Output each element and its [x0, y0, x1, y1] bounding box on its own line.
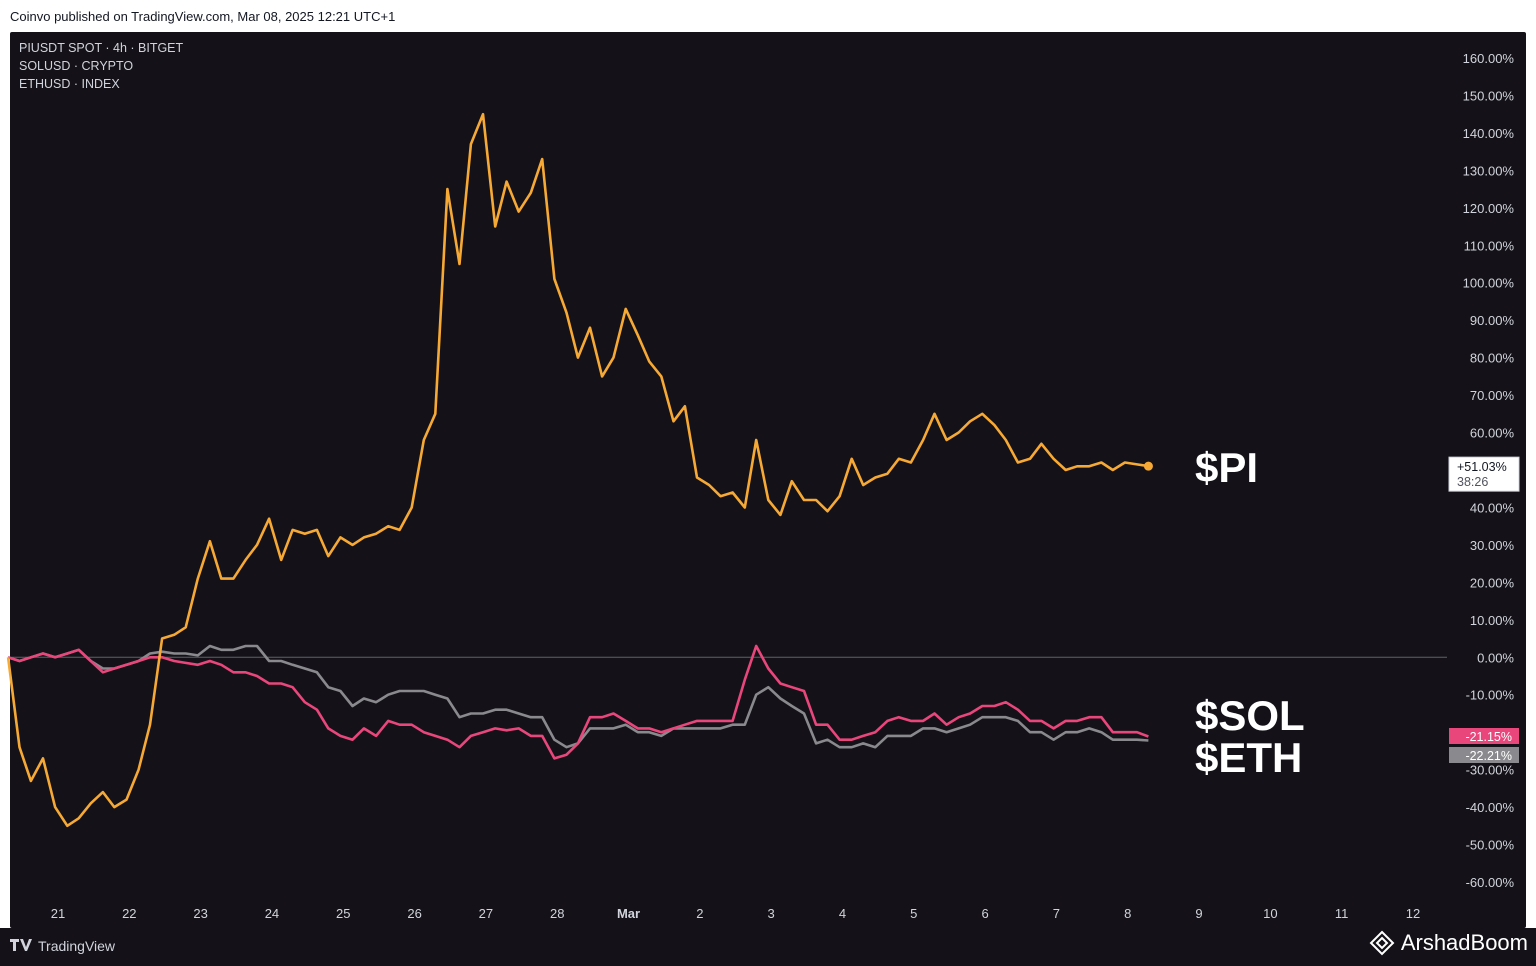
- series-line-sol: [7, 644, 1149, 760]
- y-tick-label: 150.00%: [1463, 88, 1515, 103]
- series-line-pi: [6, 112, 1149, 828]
- x-tick-label: 2: [696, 906, 703, 921]
- price-tags: +51.03%38:26 -21.15% -22.21%: [1448, 456, 1520, 763]
- x-tick-label: 22: [122, 906, 136, 921]
- chart-legend: PIUSDT SPOT · 4h · BITGET SOLUSD · CRYPT…: [19, 39, 183, 93]
- diamond-logo-icon: [1369, 930, 1395, 956]
- y-axis[interactable]: 160.00% 150.00% 140.00% 130.00% 120.00% 110.0…: [1463, 51, 1515, 890]
- publish-header: Coinvo published on TradingView.com, Mar…: [0, 0, 1536, 32]
- annotation-pi: $PI: [1195, 444, 1258, 491]
- x-tick-label: 8: [1124, 906, 1131, 921]
- x-tick-label: 28: [550, 906, 564, 921]
- x-tick-label: 6: [981, 906, 988, 921]
- x-tick-label: 24: [265, 906, 279, 921]
- y-tick-label: 40.00%: [1470, 500, 1515, 515]
- y-tick-label: 30.00%: [1470, 538, 1515, 553]
- legend-item-sol[interactable]: SOLUSD · CRYPTO: [19, 59, 134, 73]
- y-tick-label: 70.00%: [1470, 388, 1515, 403]
- y-tick-label: 100.00%: [1463, 276, 1515, 291]
- annotation-eth: $ETH: [1195, 734, 1302, 781]
- x-tick-label: 11: [1335, 906, 1349, 921]
- y-tick-label: -60.00%: [1466, 875, 1515, 890]
- y-tick-label: -30.00%: [1466, 763, 1515, 778]
- y-tick-label: -50.00%: [1466, 838, 1515, 853]
- x-tick-label: 3: [768, 906, 775, 921]
- y-tick-label: -40.00%: [1466, 800, 1515, 815]
- y-tick-label: 90.00%: [1470, 313, 1515, 328]
- x-tick-label: Mar: [617, 906, 640, 921]
- watermark-text: ArshadBoom: [1400, 930, 1528, 955]
- y-tick-label: -10.00%: [1466, 688, 1515, 703]
- price-tag-sol-bg: [1449, 728, 1519, 744]
- x-tick-label: 4: [839, 906, 846, 921]
- x-tick-label: 26: [407, 906, 421, 921]
- y-tick-label: 110.00%: [1464, 238, 1515, 253]
- bottom-bar: [0, 928, 1536, 966]
- x-tick-label: 23: [193, 906, 207, 921]
- y-tick-label: 160.00%: [1463, 51, 1515, 66]
- y-tick-label: 120.00%: [1463, 201, 1515, 216]
- y-tick-label: 60.00%: [1470, 426, 1515, 441]
- tradingview-brand[interactable]: TradingView: [10, 938, 115, 954]
- chart-panel[interactable]: [10, 32, 1526, 928]
- price-tag-pi-bg: [1448, 456, 1520, 492]
- y-tick-label: 10.00%: [1470, 613, 1515, 628]
- price-tag-pi-value: +51.03%: [1457, 460, 1507, 474]
- x-tick-label: 12: [1406, 906, 1420, 921]
- annotation-sol: $SOL: [1195, 692, 1305, 739]
- price-tag-eth-value: -22.21%: [1465, 749, 1512, 763]
- x-tick-label: 7: [1053, 906, 1060, 921]
- legend-item-pi[interactable]: PIUSDT SPOT · 4h · BITGET: [19, 41, 184, 55]
- tradingview-wordmark: TradingView: [38, 938, 116, 954]
- x-tick-label: 27: [479, 906, 493, 921]
- series-annotations: $PI $SOL$ETH: [1195, 444, 1305, 781]
- series-lines: [6, 112, 1153, 828]
- legend-item-eth[interactable]: ETHUSD · INDEX: [19, 77, 120, 91]
- x-tick-label: 5: [910, 906, 917, 921]
- x-axis[interactable]: 21 22 23 24 25 26 27 28 Mar 2 3 4 5 6 7 8 9 10 11 12: [51, 906, 1420, 921]
- x-tick-label: 10: [1263, 906, 1277, 921]
- watermark: ArshadBoom: [1369, 928, 1528, 958]
- x-tick-label: 25: [336, 906, 350, 921]
- publish-info: Coinvo published on TradingView.com, Mar…: [10, 9, 396, 24]
- x-tick-label: 9: [1195, 906, 1202, 921]
- y-tick-label: 20.00%: [1470, 575, 1515, 590]
- price-tag-sol-value: -21.15%: [1465, 730, 1512, 744]
- tv-logo-icon: [10, 938, 32, 954]
- y-tick-label: 80.00%: [1470, 351, 1515, 366]
- y-tick-label: 130.00%: [1463, 163, 1515, 178]
- price-tag-pi-countdown: 38:26: [1457, 475, 1488, 489]
- price-tag-eth-bg: [1449, 747, 1519, 763]
- x-tick-label: 21: [51, 906, 65, 921]
- y-tick-label: 0.00%: [1477, 650, 1514, 665]
- series-last-point-pi: [1143, 461, 1153, 471]
- y-tick-label: 140.00%: [1463, 126, 1515, 141]
